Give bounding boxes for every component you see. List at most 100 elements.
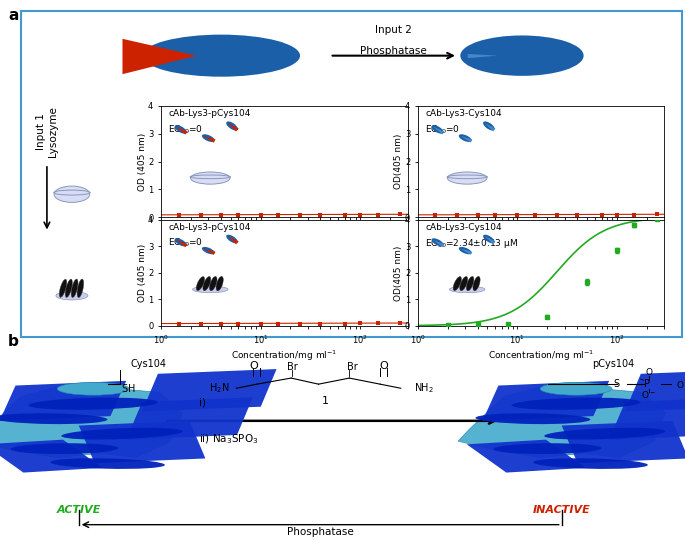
Text: P: P xyxy=(645,379,650,389)
Text: Input 1
Lysozyme: Input 1 Lysozyme xyxy=(36,106,58,157)
Ellipse shape xyxy=(540,382,612,395)
Point xyxy=(452,211,463,219)
Y-axis label: OD (405 nm): OD (405 nm) xyxy=(138,132,147,191)
Y-axis label: OD(405 nm): OD(405 nm) xyxy=(395,134,403,189)
Text: NH$_2$: NH$_2$ xyxy=(414,381,434,395)
Point xyxy=(215,320,226,329)
Ellipse shape xyxy=(29,397,158,410)
Point xyxy=(173,211,184,219)
Ellipse shape xyxy=(0,413,108,424)
Point xyxy=(255,320,266,329)
X-axis label: Concentration/mg ml$^{-1}$: Concentration/mg ml$^{-1}$ xyxy=(488,349,594,363)
Text: Phosphatase: Phosphatase xyxy=(360,46,427,55)
Text: Cys104: Cys104 xyxy=(130,359,166,369)
Point xyxy=(195,319,206,328)
Point xyxy=(629,210,640,219)
X-axis label: Concentration/mg ml$^{-1}$: Concentration/mg ml$^{-1}$ xyxy=(232,349,337,363)
Ellipse shape xyxy=(142,35,300,77)
Text: ii) Na$_3$SPO$_3$: ii) Na$_3$SPO$_3$ xyxy=(199,432,258,446)
Point xyxy=(355,210,366,219)
Text: i): i) xyxy=(199,397,205,407)
Point xyxy=(255,211,266,219)
Point xyxy=(215,211,226,219)
Point xyxy=(295,320,306,329)
Polygon shape xyxy=(625,369,685,412)
Text: O: O xyxy=(645,369,652,377)
Text: pCys104: pCys104 xyxy=(593,359,635,369)
Text: O$^-$: O$^-$ xyxy=(641,389,656,400)
Text: EC$_{50}$=0: EC$_{50}$=0 xyxy=(169,237,203,249)
Ellipse shape xyxy=(475,413,590,424)
Text: cAb-Lys3-pCys104: cAb-Lys3-pCys104 xyxy=(169,109,251,118)
Ellipse shape xyxy=(77,279,84,298)
Text: S: S xyxy=(614,379,619,389)
Polygon shape xyxy=(482,381,609,421)
Text: O: O xyxy=(249,361,258,371)
Text: O$^-$: O$^-$ xyxy=(676,378,685,390)
Polygon shape xyxy=(0,381,126,421)
Ellipse shape xyxy=(493,443,601,454)
Point xyxy=(372,319,383,328)
Ellipse shape xyxy=(460,35,584,76)
Text: a: a xyxy=(8,8,18,23)
Point xyxy=(315,211,326,219)
Point xyxy=(372,210,383,219)
Polygon shape xyxy=(609,397,685,440)
Point xyxy=(394,319,405,327)
Text: H$_2$N: H$_2$N xyxy=(209,381,229,395)
Text: ACTIVE: ACTIVE xyxy=(57,506,101,515)
Ellipse shape xyxy=(545,428,665,439)
Point xyxy=(315,319,326,328)
Polygon shape xyxy=(562,421,685,463)
Polygon shape xyxy=(466,440,586,472)
Text: 1: 1 xyxy=(322,396,329,407)
Point xyxy=(233,211,244,219)
Point xyxy=(394,210,405,219)
Point xyxy=(355,319,366,328)
Polygon shape xyxy=(79,421,206,463)
Polygon shape xyxy=(0,440,103,472)
Point xyxy=(530,211,540,219)
Point xyxy=(273,211,284,219)
Text: Phosphatase: Phosphatase xyxy=(287,527,354,537)
Text: O: O xyxy=(379,361,388,371)
Text: cAb-Lys3-pCys104: cAb-Lys3-pCys104 xyxy=(169,223,251,232)
Polygon shape xyxy=(126,397,253,440)
Text: INACTIVE: INACTIVE xyxy=(533,506,590,515)
Text: $\rm{SH}$: $\rm{SH}$ xyxy=(121,382,136,394)
Point xyxy=(472,211,483,219)
Polygon shape xyxy=(458,384,665,457)
Point xyxy=(572,211,583,219)
Point xyxy=(195,211,206,219)
Text: Input 2: Input 2 xyxy=(375,26,412,35)
Point xyxy=(651,210,662,219)
Ellipse shape xyxy=(10,443,119,454)
Point xyxy=(273,319,284,328)
Y-axis label: OD (405 nm): OD (405 nm) xyxy=(138,244,147,302)
Polygon shape xyxy=(142,52,192,61)
Text: cAb-Lys3-Cys104: cAb-Lys3-Cys104 xyxy=(425,109,502,118)
Polygon shape xyxy=(142,369,277,412)
Point xyxy=(596,211,607,219)
Ellipse shape xyxy=(65,279,73,298)
Point xyxy=(233,319,244,328)
Text: EC$_{50}$=0: EC$_{50}$=0 xyxy=(425,124,460,136)
Ellipse shape xyxy=(60,279,66,298)
Ellipse shape xyxy=(54,186,90,203)
Ellipse shape xyxy=(50,458,165,469)
Point xyxy=(339,211,350,219)
Text: EC$_{50}$=2.34±0.13 μM: EC$_{50}$=2.34±0.13 μM xyxy=(425,237,518,250)
Text: EC$_{50}$=0: EC$_{50}$=0 xyxy=(169,124,203,136)
Text: Br: Br xyxy=(347,362,358,372)
Text: b: b xyxy=(8,334,19,349)
Polygon shape xyxy=(123,39,197,74)
Polygon shape xyxy=(0,384,182,457)
Ellipse shape xyxy=(533,458,648,469)
Text: Br: Br xyxy=(287,362,298,372)
Y-axis label: OD(405 nm): OD(405 nm) xyxy=(395,245,403,300)
Ellipse shape xyxy=(56,292,88,300)
Point xyxy=(295,211,306,219)
Point xyxy=(512,211,523,219)
Ellipse shape xyxy=(71,279,78,298)
Text: cAb-Lys3-Cys104: cAb-Lys3-Cys104 xyxy=(425,223,502,232)
